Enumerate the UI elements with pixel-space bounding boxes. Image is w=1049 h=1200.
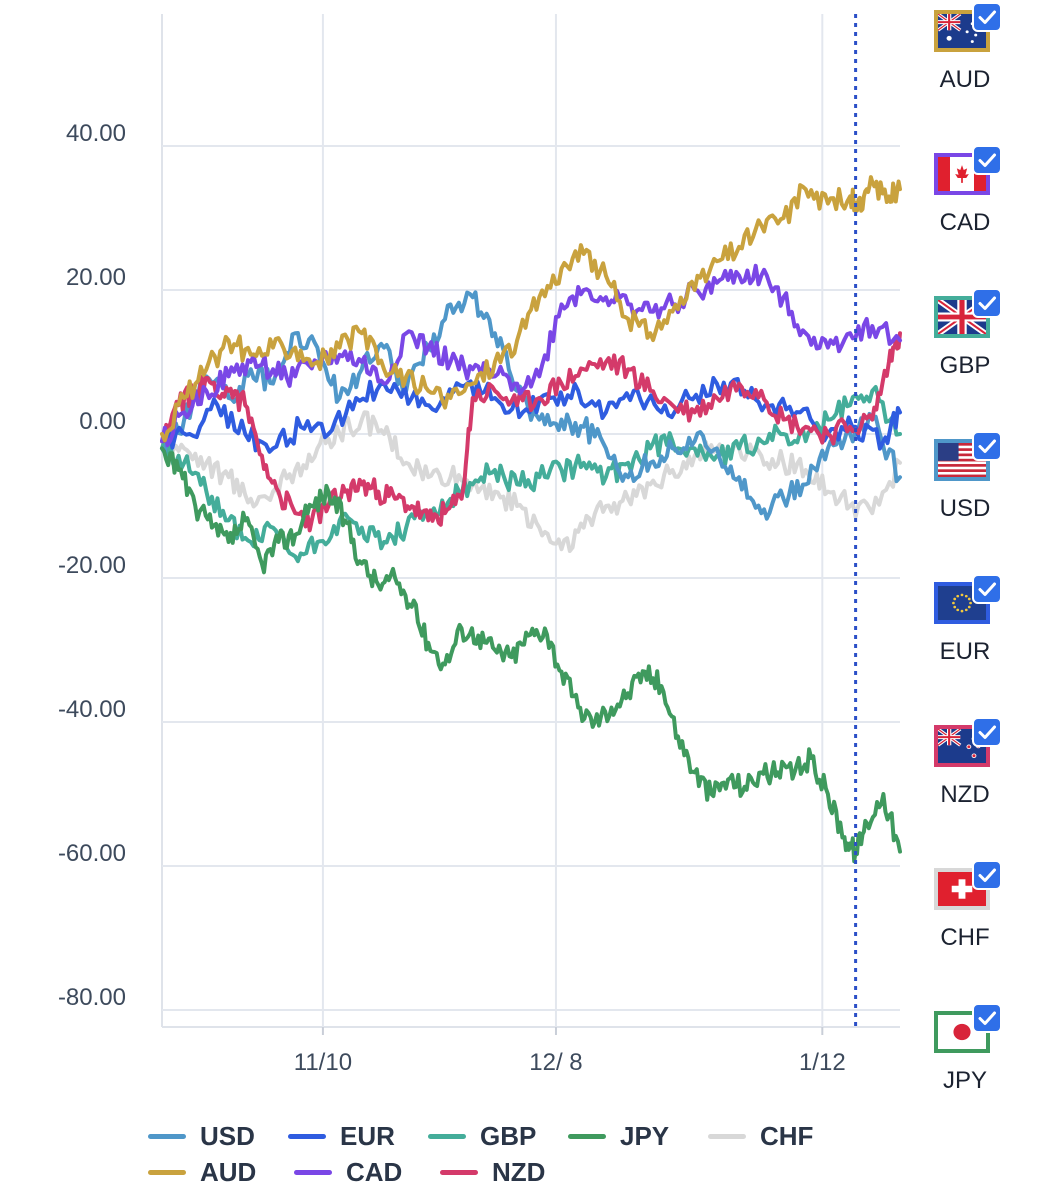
checkbox-checked-icon[interactable] — [972, 2, 1002, 32]
x-tick-label: 12/ 8 — [529, 1049, 582, 1076]
checkbox-checked-icon[interactable] — [972, 717, 1002, 747]
checkbox-checked-icon[interactable] — [972, 431, 1002, 461]
legend-label: AUD — [200, 1156, 257, 1187]
legend-swatch — [440, 1169, 478, 1175]
currency-toggle-cad[interactable]: CAD — [930, 145, 1002, 281]
series-line-cad — [160, 263, 902, 448]
series-line-jpy — [160, 446, 902, 864]
currency-toggle-chf[interactable]: CHF — [930, 860, 1002, 996]
legend-label: JPY — [620, 1120, 670, 1151]
x-tick-label: 11/10 — [294, 1049, 352, 1076]
legend-row: USD EUR GBP JPY CHF — [148, 1118, 848, 1154]
series-lines — [160, 175, 902, 864]
checkbox-checked-icon[interactable] — [972, 860, 1002, 890]
currency-toggle-eur[interactable]: EUR — [930, 574, 1002, 710]
currency-label: USD — [939, 495, 991, 522]
legend-item-cad[interactable]: CAD — [294, 1157, 440, 1188]
series-line-nzd — [160, 331, 902, 533]
currency-toggle-aud[interactable]: AUD — [930, 2, 1002, 138]
legend-swatch — [294, 1169, 332, 1175]
legend-item-jpy[interactable]: JPY — [568, 1121, 708, 1152]
y-tick-label: -80.00 — [58, 984, 126, 1011]
series-line-chf — [160, 410, 902, 553]
currency-label: CAD — [939, 209, 991, 236]
x-axis: 11/10 12/ 8 1/12 — [294, 1049, 846, 1076]
legend-swatch — [428, 1133, 466, 1139]
y-tick-label: -60.00 — [58, 840, 126, 867]
series-line-aud — [160, 175, 902, 443]
legend-item-chf[interactable]: CHF — [708, 1121, 848, 1152]
y-tick-label: 0.00 — [79, 408, 126, 435]
legend-label: EUR — [340, 1120, 395, 1151]
legend-label: USD — [200, 1120, 255, 1151]
series-line-eur — [160, 376, 902, 454]
legend-swatch — [148, 1169, 186, 1175]
x-tick-label: 1/12 — [799, 1049, 846, 1076]
legend-row: AUD CAD NZD — [148, 1154, 848, 1190]
legend-swatch — [708, 1133, 746, 1139]
currency-label: AUD — [939, 66, 991, 93]
grid — [161, 14, 900, 1035]
legend-item-gbp[interactable]: GBP — [428, 1121, 568, 1152]
currency-toggle-nzd[interactable]: NZD — [930, 717, 1002, 853]
y-tick-label: 20.00 — [66, 264, 126, 291]
legend-item-aud[interactable]: AUD — [148, 1157, 294, 1188]
legend-label: GBP — [480, 1120, 537, 1151]
legend-label: CHF — [760, 1120, 814, 1151]
currency-label: EUR — [939, 638, 991, 665]
legend-item-usd[interactable]: USD — [148, 1121, 288, 1152]
currency-label: JPY — [942, 1067, 987, 1094]
line-chart: 40.00 20.00 0.00 -20.00 -40.00 -60.00 -80.00 1… — [58, 14, 902, 1076]
legend-label: CAD — [346, 1156, 403, 1187]
checkbox-checked-icon[interactable] — [972, 288, 1002, 318]
legend-swatch — [288, 1133, 326, 1139]
legend-swatch — [568, 1133, 606, 1139]
checkbox-checked-icon[interactable] — [972, 574, 1002, 604]
y-tick-label: -20.00 — [58, 552, 126, 579]
legend-swatch — [148, 1133, 186, 1139]
checkbox-checked-icon[interactable] — [972, 1003, 1002, 1033]
currency-toggle-usd[interactable]: USD — [930, 431, 1002, 567]
legend: USD EUR GBP JPY CHF AUD CAD NZD — [148, 1118, 848, 1190]
series-line-usd — [160, 290, 902, 521]
currency-label: NZD — [940, 781, 990, 808]
legend-item-nzd[interactable]: NZD — [440, 1157, 586, 1188]
legend-label: NZD — [492, 1156, 546, 1187]
currency-toggle-gbp[interactable]: GBP — [930, 288, 1002, 424]
y-tick-label: -40.00 — [58, 696, 126, 723]
legend-item-eur[interactable]: EUR — [288, 1121, 428, 1152]
y-tick-label: 40.00 — [66, 120, 126, 147]
us-flag-icon — [934, 439, 990, 481]
y-axis: 40.00 20.00 0.00 -20.00 -40.00 -60.00 -80.00 — [58, 120, 126, 1011]
checkbox-checked-icon[interactable] — [972, 145, 1002, 175]
currency-toggle-jpy[interactable]: JPY — [930, 1003, 1002, 1139]
currency-label: CHF — [940, 924, 990, 951]
currency-label: GBP — [939, 352, 991, 379]
